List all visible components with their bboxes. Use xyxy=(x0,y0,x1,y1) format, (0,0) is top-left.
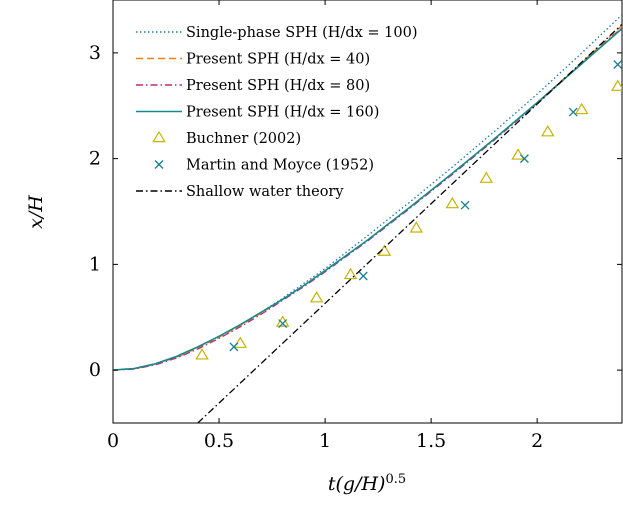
series-line-2 xyxy=(113,27,622,371)
legend-label: Present SPH (H/dx = 80) xyxy=(186,78,370,94)
x-axis-label: t(g/H)0.5 xyxy=(328,472,406,496)
data-point-triangle xyxy=(343,267,358,280)
legend-symbol xyxy=(152,130,166,143)
legend-label: Shallow water theory xyxy=(186,184,344,200)
legend-item: Martin and Moyce (1952) xyxy=(154,158,374,174)
plot-area xyxy=(112,0,623,424)
data-point-triangle xyxy=(309,291,324,303)
legend-item: Single-phase SPH (H/dx = 100) xyxy=(136,25,418,41)
y-tick-label: 3 xyxy=(89,42,101,64)
x-tick-label: 1 xyxy=(319,430,331,452)
x-tick-label: 0 xyxy=(107,430,119,452)
x-tick-label: 2 xyxy=(531,430,543,452)
y-tick-label: 0 xyxy=(89,359,101,381)
data-point-cross xyxy=(568,107,578,117)
data-point-triangle xyxy=(611,79,622,91)
legend-label: Present SPH (H/dx = 40) xyxy=(186,52,370,68)
y-tick-label: 1 xyxy=(89,253,101,275)
data-point-cross xyxy=(358,271,368,281)
series-line-3 xyxy=(113,27,622,371)
data-point-cross xyxy=(519,154,529,164)
data-point-triangle xyxy=(409,221,424,233)
data-point-triangle xyxy=(195,348,209,360)
legend-label: Martin and Moyce (1952) xyxy=(186,158,374,174)
legend-label: Single-phase SPH (H/dx = 100) xyxy=(186,25,418,41)
legend-label: Buchner (2002) xyxy=(186,131,301,147)
x-tick-label: 1.5 xyxy=(416,430,446,452)
data-point-triangle xyxy=(445,196,460,209)
data-point-triangle xyxy=(574,102,589,115)
y-tick-label: 2 xyxy=(89,148,101,170)
legend: Single-phase SPH (H/dx = 100) Present SPH… xyxy=(136,25,418,200)
legend-symbol xyxy=(154,160,164,169)
y-axis-label: x/H xyxy=(25,195,47,229)
data-point-cross xyxy=(229,342,239,352)
legend-item: Present SPH (H/dx = 40) xyxy=(136,52,370,68)
legend-item: Buchner (2002) xyxy=(152,130,301,147)
series-line-6 xyxy=(197,23,622,423)
legend-label: Present SPH (H/dx = 160) xyxy=(186,105,379,121)
data-point-cross xyxy=(613,60,622,69)
data-point-cross xyxy=(460,200,470,210)
legend-item: Present SPH (H/dx = 80) xyxy=(136,78,370,94)
ticks-layer: 0 0.5 1 1.5 2 0 1 2 3 xyxy=(89,0,622,452)
legend-item: Present SPH (H/dx = 160) xyxy=(136,105,379,121)
series-markers-5 xyxy=(229,60,622,352)
x-tick-label: 0.5 xyxy=(204,430,234,452)
series-markers-4 xyxy=(195,79,622,360)
data-point-triangle xyxy=(541,125,555,137)
legend-item: Shallow water theory xyxy=(136,184,344,200)
data-point-cross xyxy=(278,319,288,329)
series-layer xyxy=(113,14,622,423)
data-point-triangle xyxy=(479,171,494,183)
